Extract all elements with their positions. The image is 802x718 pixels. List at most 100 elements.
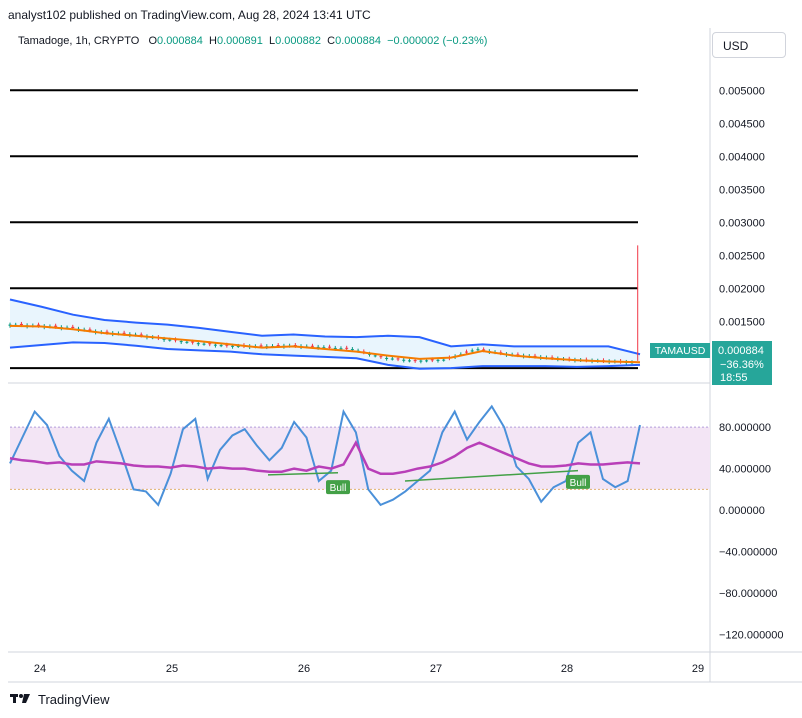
candle-body [208, 343, 212, 345]
candle-body [162, 338, 166, 340]
time-tick-label: 28 [561, 663, 573, 675]
footer-brand: TradingView [38, 692, 110, 707]
bollinger-band-fill [10, 299, 640, 369]
candle-body [196, 343, 200, 345]
candle-body [539, 357, 543, 359]
price-badge: TAMAUSD 0.000884 −36.36% 18:55 [650, 341, 772, 385]
candle-body [430, 359, 434, 361]
candle-body [99, 332, 103, 334]
candle-body [225, 344, 229, 346]
candle-body [373, 355, 377, 357]
badge-countdown: 18:55 [720, 372, 748, 384]
candle-body [37, 324, 41, 326]
candle-body [567, 358, 571, 360]
candle-body [533, 355, 537, 357]
candle-body [145, 336, 149, 338]
candle-body [310, 345, 314, 347]
candle-body [470, 350, 474, 352]
candle-body [48, 326, 52, 328]
price-tick-label: 0.005000 [719, 85, 765, 97]
currency-button[interactable]: USD [712, 32, 786, 58]
badge-price-bg [712, 341, 772, 385]
candle-body [242, 345, 246, 347]
legend-open-label: O [148, 35, 158, 47]
bull-divergence-line [267, 471, 339, 476]
candle-body [168, 339, 172, 341]
legend-open: 0.000884 [157, 35, 203, 47]
candle-body [293, 345, 297, 347]
candle-body [544, 357, 548, 359]
candle-body [379, 356, 383, 358]
bull-label: Bull [570, 478, 587, 489]
candle-body [8, 324, 12, 326]
candle-body [550, 357, 554, 359]
candle-body [236, 345, 240, 347]
candle-body [362, 351, 366, 353]
legend-close: 0.000884 [335, 35, 381, 47]
badge-change: −36.36% [720, 359, 764, 371]
tradingview-logo-icon [10, 692, 32, 707]
candle-body [248, 346, 252, 348]
candle-body [76, 328, 80, 330]
candle-body [25, 325, 29, 327]
candle-body [442, 359, 446, 361]
candle-body [510, 354, 514, 356]
time-tick-label: 26 [298, 663, 310, 675]
legend-low: 0.000882 [275, 35, 322, 47]
candle-body [619, 361, 623, 363]
candle-body [65, 327, 69, 329]
candle-body [476, 349, 480, 351]
candle-body [584, 359, 588, 361]
candle-body [128, 334, 132, 336]
candle-body [219, 345, 223, 347]
candle-body [356, 350, 360, 352]
bollinger-upper-line [9, 298, 641, 356]
candle-body [59, 327, 63, 329]
candle-body [213, 344, 217, 346]
candle-body [173, 339, 177, 341]
candle-body [447, 357, 451, 359]
candle-body [499, 352, 503, 354]
candle-body [179, 341, 183, 343]
candle-body [259, 345, 263, 347]
price-tick-label: 0.003500 [719, 184, 765, 196]
candle-body [88, 329, 92, 331]
symbol-legend: Tamadoge, 1h, CRYPTO O0.000884 H0.000891… [18, 35, 487, 47]
stochastic-k-line [9, 404, 641, 507]
candle-body [322, 347, 326, 349]
candle-body [31, 325, 35, 327]
candle-body [436, 359, 440, 361]
price-tick-label: 0.002500 [719, 250, 765, 262]
candle-body [270, 346, 274, 348]
osc-tick-label: −80.000000 [719, 588, 777, 600]
time-tick-label: 29 [692, 663, 704, 675]
candle-body [402, 359, 406, 361]
candle-body [601, 360, 605, 362]
footer: TradingView [10, 692, 110, 707]
candle-body [425, 360, 429, 362]
bull-divergence-line [404, 469, 579, 482]
price-tick-label: 0.002000 [719, 283, 765, 295]
candle-body [368, 353, 372, 355]
candle-body [122, 332, 126, 334]
candle-body [71, 326, 75, 328]
candle-body [42, 326, 46, 328]
candle-body [282, 345, 286, 347]
candle-body [156, 337, 160, 339]
candle-body [105, 331, 109, 333]
candle-body [116, 333, 120, 335]
legend-low-label: L [269, 35, 276, 47]
osc-tick-label: 40.000000 [719, 464, 771, 476]
price-tick-label: 0.004500 [719, 118, 765, 130]
candle-body [630, 362, 634, 364]
bollinger-basis-line [9, 324, 641, 364]
candle-body [596, 360, 600, 362]
candle-body [413, 360, 417, 362]
candle-body [459, 354, 463, 356]
candle-body [396, 358, 400, 360]
candle-body [316, 346, 320, 348]
price-tick-label: 0.001000 [719, 349, 765, 361]
price-pane [8, 89, 641, 370]
price-tick-label: 0.004000 [719, 151, 765, 163]
